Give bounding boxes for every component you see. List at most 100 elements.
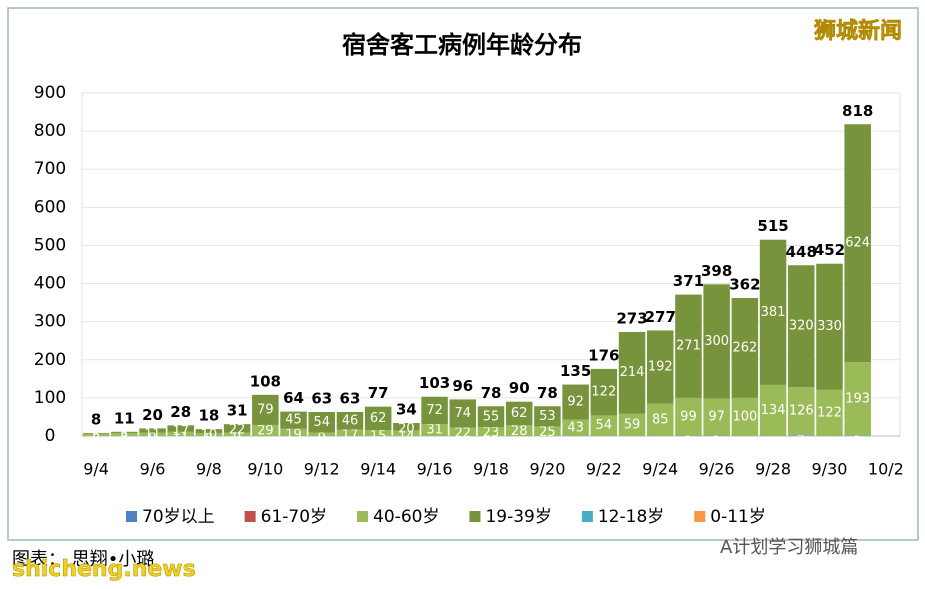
bar-segment <box>731 298 759 398</box>
bar-segment <box>139 428 166 433</box>
total-label: 818 <box>842 102 873 120</box>
segment-label: 85 <box>652 412 669 427</box>
legend-label: 70岁以上 <box>142 507 215 527</box>
total-label: 77 <box>368 384 389 402</box>
wechat-label: A计划学习狮城篇 <box>720 537 858 558</box>
total-label: 362 <box>729 276 760 294</box>
segment-label: 11 <box>144 427 161 442</box>
segment-label: 54 <box>596 418 613 433</box>
bar-segment <box>421 424 448 436</box>
legend-label: 0-11岁 <box>710 507 766 527</box>
bar-segment <box>618 413 646 436</box>
bar-segment <box>703 284 730 399</box>
segment-label: 122 <box>591 385 616 400</box>
total-label: 398 <box>701 262 732 280</box>
bar-segment <box>111 432 138 436</box>
total-label: 34 <box>396 401 417 419</box>
credit: 图表： 思翔•小璐 <box>12 549 154 570</box>
segment-label: 2 <box>797 434 805 449</box>
bar-segment <box>280 411 307 429</box>
legend-label: 12-18岁 <box>598 507 664 527</box>
segment-label: 100 <box>732 409 757 424</box>
bar-segment <box>788 387 815 436</box>
total-label: 20 <box>142 406 163 424</box>
segment-label: 59 <box>624 417 641 432</box>
bar-segment <box>646 330 674 404</box>
segment-label: 1 <box>854 434 862 449</box>
legend-swatch <box>244 511 256 522</box>
bar-segment <box>167 431 194 436</box>
segment-label: 10 <box>201 428 218 443</box>
segment-label: 8 <box>205 431 213 446</box>
bar-segment <box>449 399 477 428</box>
bar-segment <box>590 368 618 416</box>
segment-label: 9 <box>233 431 241 446</box>
legend-swatch <box>126 511 137 522</box>
legend-swatch <box>581 511 593 522</box>
bar-segment <box>675 294 702 398</box>
total-label: 108 <box>250 372 281 390</box>
bar-segment <box>308 411 336 433</box>
total-label: 64 <box>283 389 304 407</box>
segment-label: 11 <box>172 430 189 445</box>
x-tick-label: 9/16 <box>417 460 453 479</box>
segment-label: 330 <box>817 319 842 334</box>
total-label: 90 <box>509 379 530 397</box>
bar-segment <box>308 432 336 436</box>
site-watermark: shicheng.news <box>12 557 196 582</box>
legend-swatch <box>357 511 369 522</box>
segment-label: 1 <box>684 434 692 449</box>
bar-segment <box>364 406 392 431</box>
total-label: 135 <box>560 362 591 380</box>
bar-segment <box>844 362 871 436</box>
bar-segment <box>393 423 420 431</box>
bar-segment <box>505 401 533 426</box>
x-tick-label: 9/8 <box>196 460 222 479</box>
segment-label: 122 <box>817 405 842 420</box>
bar-segment <box>788 435 815 436</box>
segment-label: 17 <box>172 424 189 439</box>
segment-label: 126 <box>789 404 814 419</box>
bar-segment <box>759 239 787 385</box>
segment-label: 8 <box>120 431 128 446</box>
segment-label: 99 <box>680 409 697 424</box>
total-label: 78 <box>481 384 502 402</box>
segment-label: 97 <box>708 410 725 425</box>
total-label: 452 <box>814 241 845 259</box>
bar-segment <box>111 431 138 433</box>
total-label: 63 <box>340 389 361 407</box>
total-label: 96 <box>452 377 473 395</box>
segment-label: 46 <box>342 413 359 428</box>
total-label: 8 <box>91 410 101 428</box>
legend-label: 40-60岁 <box>373 507 439 527</box>
segment-label: 9 <box>318 431 326 446</box>
x-tick-label: 9/28 <box>755 460 791 479</box>
bar-segment <box>534 426 561 436</box>
segment-label: 23 <box>483 426 500 441</box>
segment-label: 22 <box>455 426 472 441</box>
bar-segment <box>336 429 364 436</box>
segment-label: 43 <box>567 420 584 435</box>
total-label: 515 <box>757 217 788 235</box>
segment-label: 134 <box>761 403 786 418</box>
segment-label: 3 <box>120 430 128 445</box>
segment-label: 192 <box>648 360 673 375</box>
bar-segment <box>82 433 110 436</box>
total-label: 11 <box>114 409 135 427</box>
x-tick-label: 10/2 <box>868 460 904 479</box>
total-label: 28 <box>170 403 191 421</box>
total-label: 176 <box>588 346 619 364</box>
bar-segment <box>477 406 505 428</box>
bar-segment <box>731 397 759 436</box>
y-tick-label: 700 <box>34 159 66 179</box>
bar-segment <box>195 429 223 433</box>
total-label: 31 <box>227 402 248 420</box>
bar-segment <box>252 424 279 436</box>
x-tick-label: 9/24 <box>642 460 678 479</box>
segment-label: 79 <box>257 402 274 417</box>
bar-segment <box>223 424 251 433</box>
x-tick-label: 9/30 <box>812 460 848 479</box>
y-tick-label: 300 <box>34 312 66 332</box>
segment-label: 92 <box>567 395 584 410</box>
bar-segment <box>618 331 646 414</box>
